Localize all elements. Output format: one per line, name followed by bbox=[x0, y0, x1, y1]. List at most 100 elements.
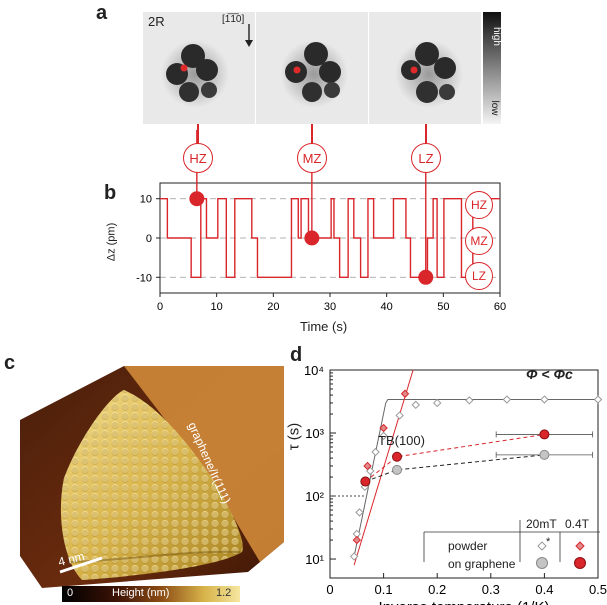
b-xlabel: Time (s) bbox=[300, 319, 348, 334]
tau-chart: 0 0.1 0.2 0.3 0.4 0.5 Inverse temperature (1/K… bbox=[304, 363, 607, 605]
graphene-20mt-point bbox=[392, 464, 402, 475]
tip-position-dot bbox=[180, 64, 188, 72]
y-tick-label: 10 bbox=[140, 194, 152, 206]
mz-level-label: MZ bbox=[470, 234, 488, 248]
structure-label: 2R bbox=[148, 14, 165, 29]
graphene-20mt-point bbox=[539, 449, 550, 460]
legend-markers bbox=[536, 541, 586, 569]
connector-a-2 bbox=[425, 124, 427, 143]
x-tick-label: 20 bbox=[267, 301, 279, 313]
graphene-20mt-line bbox=[365, 454, 545, 482]
plot-frame bbox=[329, 369, 599, 579]
legend-row-graphene: on graphene bbox=[448, 557, 516, 571]
powder-20mt-point bbox=[593, 395, 603, 404]
y-tick-label: 10¹ bbox=[305, 552, 324, 567]
powder-04t-point bbox=[363, 461, 372, 471]
hz-level-circle: HZ bbox=[465, 191, 493, 219]
x-tick-label: 30 bbox=[324, 301, 336, 313]
mz-circle: MZ bbox=[297, 143, 327, 173]
hz-circle: HZ bbox=[183, 143, 213, 173]
powder-20mt-point bbox=[502, 395, 512, 404]
state-marker-lz bbox=[418, 269, 434, 285]
powder-04t-point bbox=[400, 389, 410, 398]
legend-graphene-04t-marker bbox=[574, 557, 586, 569]
graphene-04t-point bbox=[360, 476, 371, 487]
graphene-04t-point bbox=[539, 429, 550, 440]
legend-col-04t: 0.4T bbox=[565, 517, 590, 531]
powder-20mt-point bbox=[379, 431, 388, 441]
direction-label: [1̅1̅0] bbox=[222, 14, 245, 25]
tip-position-dot bbox=[410, 66, 418, 74]
x-tick-label: 0 bbox=[326, 582, 333, 597]
colorbar-a bbox=[483, 12, 501, 124]
powder-04t-point bbox=[379, 423, 388, 433]
panel-b-label: b bbox=[104, 182, 117, 204]
x-tick-label: 0.2 bbox=[428, 582, 446, 597]
hz-circle-label: HZ bbox=[189, 150, 207, 166]
colorbar-title: Height (nm) bbox=[112, 587, 170, 599]
graphene-04t-point bbox=[392, 451, 402, 462]
state-marker-mz bbox=[304, 230, 320, 246]
hz-level-label: HZ bbox=[471, 198, 487, 212]
y-tick-label: 10³ bbox=[305, 426, 324, 441]
x-tick-label: 0.3 bbox=[482, 582, 500, 597]
lz-circle-label: LZ bbox=[418, 150, 434, 166]
x-tick-label: 40 bbox=[381, 301, 393, 313]
x-tick-label: 10 bbox=[211, 301, 223, 313]
powder-20mt-point bbox=[355, 508, 364, 517]
panel-a-label: a bbox=[96, 2, 108, 24]
mz-circle-label: MZ bbox=[302, 150, 322, 166]
legend-graphene-20mt-marker bbox=[536, 557, 548, 569]
lz-circle: LZ bbox=[411, 143, 441, 173]
x-tick-label: 50 bbox=[437, 301, 449, 313]
lz-level-circle: LZ bbox=[465, 262, 493, 290]
panel-d-label: d bbox=[290, 344, 303, 366]
legend-star: * bbox=[546, 536, 551, 548]
lz-level-label: LZ bbox=[471, 269, 486, 283]
powder-20mt-point bbox=[371, 447, 380, 457]
colorbar-high-label: high bbox=[491, 27, 502, 46]
powder-20mt-point bbox=[540, 395, 549, 404]
powder-20mt-point bbox=[465, 396, 474, 405]
powder-20mt-point bbox=[349, 552, 359, 561]
direction-arrow-icon bbox=[245, 24, 253, 47]
connector-a-1 bbox=[311, 124, 313, 143]
legend-powder-20mt-marker bbox=[537, 541, 547, 551]
x-tick-label: 60 bbox=[494, 301, 506, 313]
timetrace-chart: 10 0 -10 0 10 20 30 40 50 60 bbox=[136, 130, 506, 313]
state-marker-hz bbox=[189, 191, 205, 207]
molecule-image-lz bbox=[395, 40, 463, 108]
legend-row-powder: powder bbox=[448, 539, 488, 553]
legend-col-20mt: 20mT bbox=[526, 517, 557, 531]
stm-image-hz bbox=[143, 12, 255, 124]
y-tick-label: 10⁴ bbox=[304, 363, 324, 378]
legend-powder-04t-marker bbox=[575, 541, 585, 551]
powder-20mt-point bbox=[395, 411, 404, 420]
height-colorbar bbox=[62, 586, 240, 602]
afm-image bbox=[20, 366, 284, 588]
powder-20mt-point bbox=[432, 398, 442, 408]
x-tick-label: 0.4 bbox=[535, 582, 553, 597]
tip-position-dot bbox=[293, 66, 301, 74]
scalebar-line bbox=[59, 556, 103, 574]
colorbar-min-label: 0 bbox=[67, 587, 74, 599]
colorbar-max-label: 1.2 bbox=[216, 587, 232, 599]
panel-c-label: c bbox=[4, 352, 16, 374]
x-tick-label: 0 bbox=[157, 301, 163, 313]
x-tick-label: 0.1 bbox=[375, 582, 393, 597]
y-tick-label: 10² bbox=[305, 489, 324, 504]
powder-20mt-point bbox=[411, 400, 420, 410]
powder-20mt-fit bbox=[353, 399, 596, 560]
powder-04t-point bbox=[352, 535, 362, 545]
stm-image-lz bbox=[369, 12, 481, 124]
dz-trace bbox=[160, 198, 500, 278]
molecule-image-hz bbox=[161, 40, 229, 108]
mz-level-circle: MZ bbox=[465, 227, 493, 255]
colorbar-low-label: low bbox=[489, 100, 500, 116]
y-tick-label: 0 bbox=[146, 233, 152, 245]
x-axis-label: Inverse temperature (1/K) bbox=[379, 599, 550, 605]
y-tick-label: -10 bbox=[136, 272, 152, 284]
tb-label: TB(100) bbox=[378, 433, 425, 448]
connector-a-0 bbox=[197, 124, 199, 143]
stm-image-mz bbox=[256, 12, 368, 124]
